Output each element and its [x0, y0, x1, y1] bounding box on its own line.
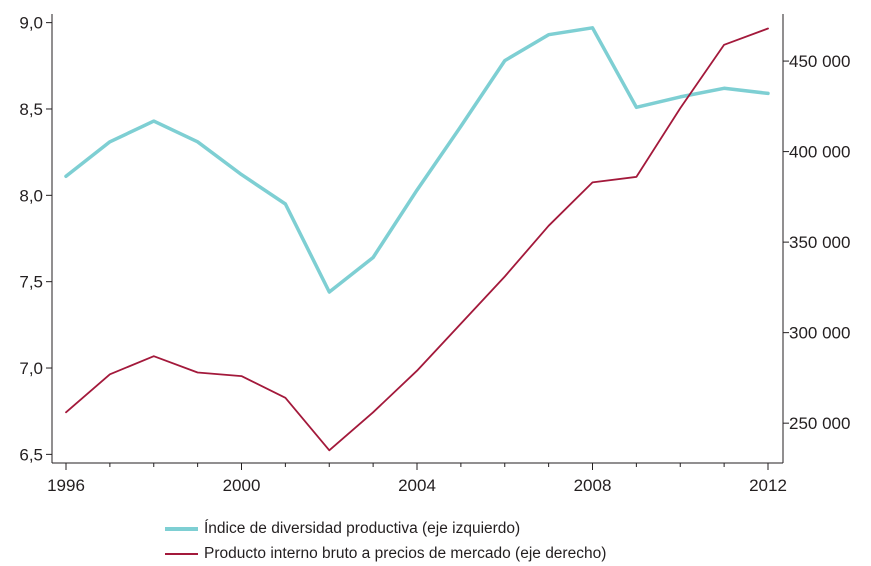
- right-y-tick-label: 300 000: [789, 324, 850, 343]
- legend-item-diversity: Índice de diversidad productiva (eje izq…: [165, 516, 606, 541]
- legend-label-gdp: Producto interno bruto a precios de merc…: [204, 544, 607, 562]
- legend: Índice de diversidad productiva (eje izq…: [165, 516, 606, 566]
- right-y-tick-label: 250 000: [789, 414, 850, 433]
- left-y-tick-label: 8,0: [19, 186, 43, 205]
- right-y-tick-label: 450 000: [789, 52, 850, 71]
- left-y-tick-label: 7,5: [19, 273, 43, 292]
- left-y-tick-label: 6,5: [19, 445, 43, 464]
- series-layer: [64, 26, 770, 452]
- dual-axis-line-chart: 9,0 8,5 8,0 7,5 7,0 6,5 450 000 400 000 350 000 3…: [19, 14, 850, 495]
- x-tick-label: 2000: [223, 476, 261, 495]
- left-y-tick-label: 8,5: [19, 100, 43, 119]
- legend-swatch-diversity: [165, 526, 198, 531]
- x-tick-label: 1996: [47, 476, 85, 495]
- series-line-diversity-index: [64, 26, 770, 294]
- right-y-tick-label: 350 000: [789, 233, 850, 252]
- left-y-tick-label: 9,0: [19, 14, 43, 33]
- legend-swatch-gdp: [165, 552, 198, 555]
- right-y-tick-label: 400 000: [789, 143, 850, 162]
- left-y-tick-label: 7,0: [19, 359, 43, 378]
- legend-label-diversity: Índice de diversidad productiva (eje izq…: [204, 519, 521, 537]
- x-tick-label: 2012: [749, 476, 787, 495]
- legend-item-gdp: Producto interno bruto a precios de merc…: [165, 541, 606, 566]
- x-tick-label: 2004: [398, 476, 436, 495]
- x-tick-label: 2008: [574, 476, 612, 495]
- series-line-gdp: [65, 27, 769, 452]
- axes: 9,0 8,5 8,0 7,5 7,0 6,5 450 000 400 000 350 000 3…: [19, 14, 850, 495]
